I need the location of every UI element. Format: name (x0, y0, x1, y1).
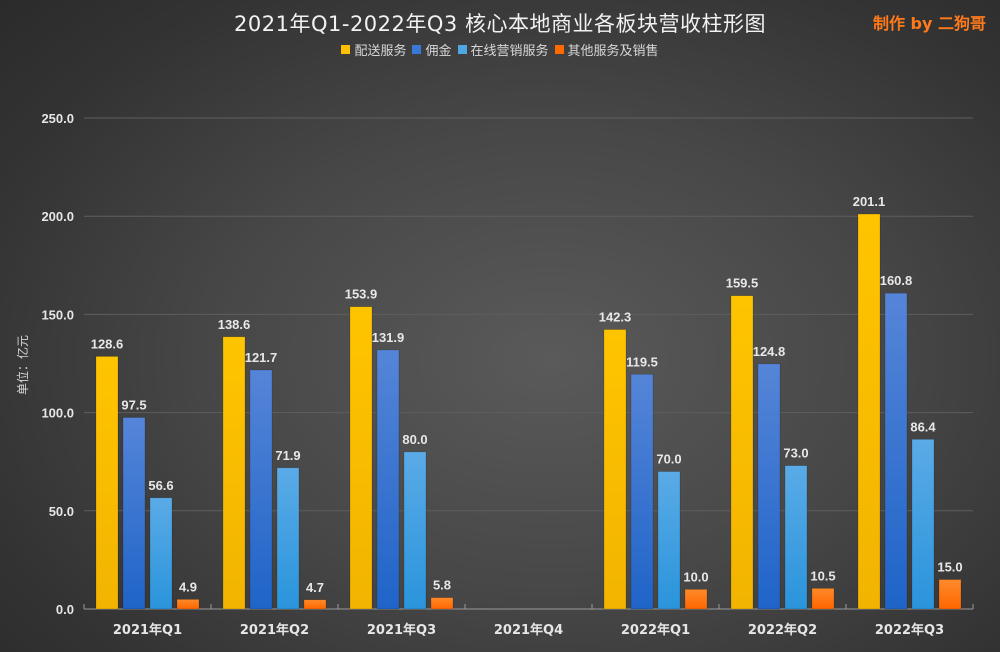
author-credit: 制作 by 二狗哥 (872, 14, 986, 33)
bar[interactable] (376, 349, 400, 610)
y-tick-label: 0.0 (56, 602, 74, 617)
data-label: 159.5 (726, 276, 759, 291)
y-tick-label: 150.0 (41, 307, 74, 322)
y-tick-label: 100.0 (41, 406, 74, 421)
data-label: 71.9 (275, 448, 300, 463)
data-label: 121.7 (245, 350, 278, 365)
legend-item[interactable]: 其他服务及销售 (554, 40, 659, 59)
bar[interactable] (403, 451, 427, 610)
data-label: 86.4 (910, 419, 936, 434)
x-tick-label: 2021年Q1 (113, 622, 182, 638)
data-label: 131.9 (372, 330, 405, 345)
bar[interactable] (630, 374, 654, 610)
bar[interactable] (95, 356, 119, 610)
bar[interactable] (222, 336, 246, 610)
bar[interactable] (149, 497, 173, 610)
bar[interactable] (811, 588, 835, 610)
data-label: 153.9 (345, 287, 378, 302)
legend: 配送服务 佣金 在线营销服务 其他服务及销售 (0, 40, 1000, 59)
legend-item[interactable]: 在线营销服务 (457, 40, 549, 59)
data-label: 4.7 (306, 580, 324, 595)
legend-item[interactable]: 配送服务 (341, 40, 406, 59)
bar[interactable] (249, 369, 273, 610)
data-label: 10.0 (683, 569, 708, 584)
data-label: 73.0 (783, 446, 808, 461)
x-tick-label: 2021年Q3 (367, 622, 436, 638)
data-label: 160.8 (880, 273, 913, 288)
legend-swatch (457, 45, 467, 54)
data-label: 97.5 (121, 398, 146, 413)
legend-label: 配送服务 (354, 44, 407, 59)
data-label: 119.5 (626, 354, 658, 369)
bar[interactable] (603, 329, 627, 610)
data-label: 124.8 (753, 344, 786, 359)
bar[interactable] (176, 599, 200, 610)
bar[interactable] (303, 599, 327, 610)
data-label: 10.5 (810, 568, 835, 583)
bar[interactable] (122, 417, 146, 610)
x-tick-label: 2022年Q2 (748, 622, 817, 638)
legend-item[interactable]: 佣金 (412, 40, 452, 59)
legend-label: 佣金 (425, 44, 452, 59)
y-axis-label: 单位：亿元 (15, 335, 30, 395)
data-label: 4.9 (179, 579, 197, 594)
data-label: 80.0 (402, 432, 427, 447)
y-tick-label: 50.0 (49, 504, 74, 519)
data-label: 142.3 (599, 310, 632, 325)
data-label: 70.0 (656, 452, 681, 467)
bar[interactable] (884, 292, 908, 610)
bar[interactable] (349, 306, 373, 610)
data-label: 56.6 (148, 478, 173, 493)
y-tick-label: 250.0 (41, 111, 74, 126)
chart-title: 2021年Q1-2022年Q3 核心本地商业各板块营收柱形图 (234, 12, 766, 36)
legend-label: 其他服务及销售 (567, 44, 659, 59)
legend-swatch (412, 45, 422, 54)
bar[interactable] (911, 439, 935, 610)
bar[interactable] (276, 467, 300, 610)
bar[interactable] (757, 363, 781, 610)
bar[interactable] (684, 589, 708, 610)
legend-label: 在线营销服务 (470, 44, 549, 59)
data-label: 201.1 (853, 194, 886, 209)
x-tick-label: 2021年Q2 (240, 622, 309, 638)
bar[interactable] (784, 465, 808, 610)
bar[interactable] (857, 213, 881, 610)
legend-swatch (341, 45, 351, 54)
bar[interactable] (730, 295, 754, 610)
y-tick-label: 200.0 (41, 209, 74, 224)
x-tick-label: 2022年Q1 (621, 622, 690, 638)
data-label: 5.8 (433, 578, 451, 593)
x-tick-label: 2021年Q4 (494, 622, 563, 638)
legend-swatch (554, 45, 564, 54)
x-tick-label: 2022年Q3 (875, 622, 944, 638)
bar[interactable] (430, 597, 454, 610)
data-label: 15.0 (937, 560, 962, 575)
bar[interactable] (938, 579, 962, 610)
data-label: 128.6 (91, 336, 124, 351)
data-label: 138.6 (218, 317, 251, 332)
bar[interactable] (657, 471, 681, 610)
